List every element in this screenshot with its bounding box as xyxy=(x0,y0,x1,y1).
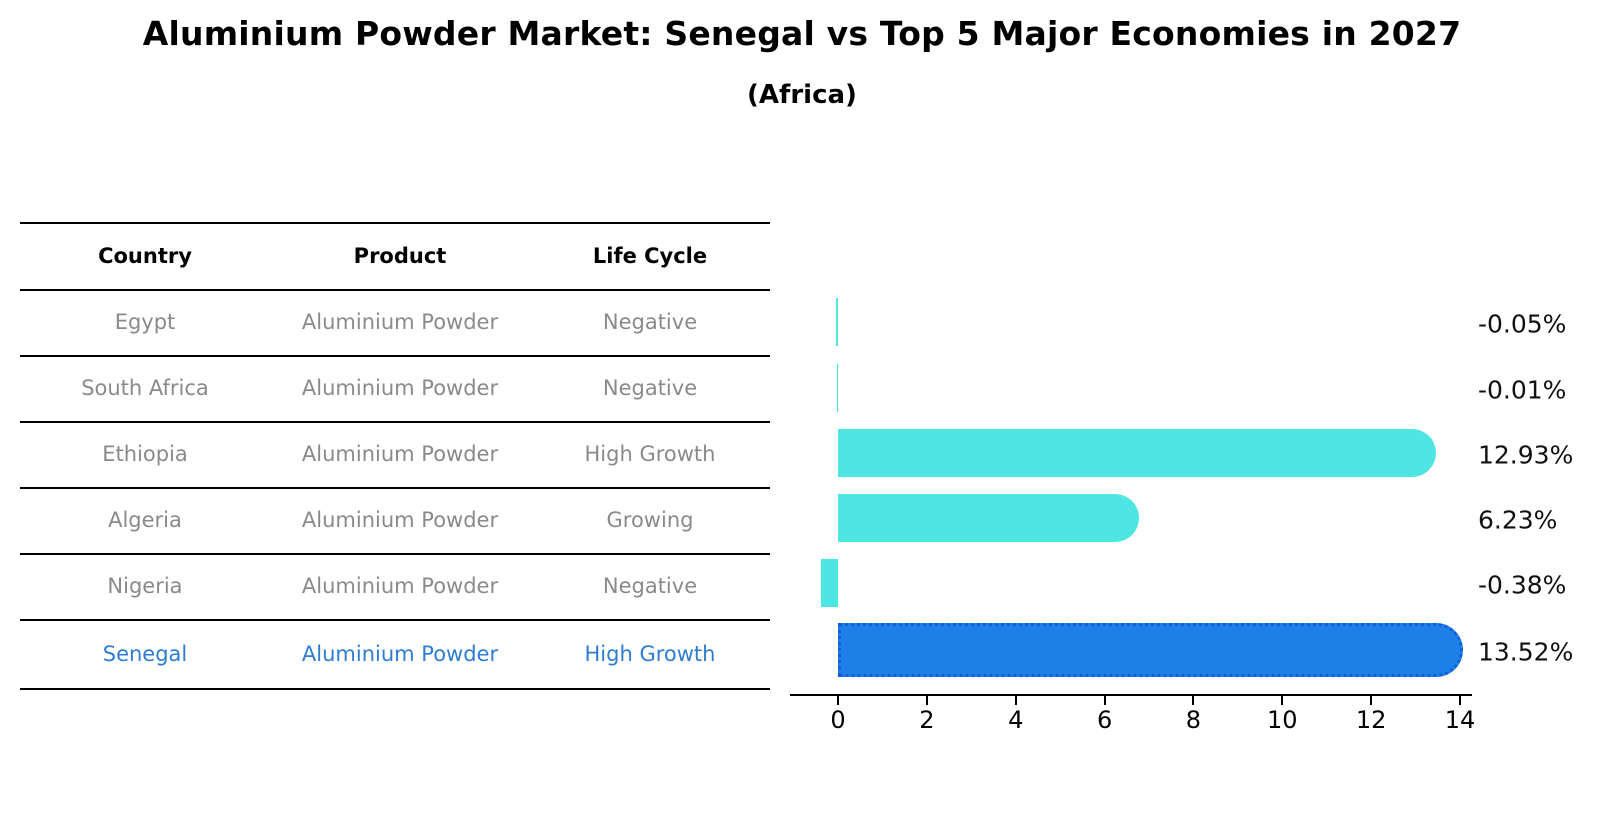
bar-egypt xyxy=(835,298,838,346)
value-label-south-africa: -0.01% xyxy=(1478,375,1567,405)
value-label-algeria: 6.23% xyxy=(1478,505,1558,535)
table-header-row: Country Product Life Cycle xyxy=(20,224,770,291)
bar-ethiopia xyxy=(838,429,1437,477)
country-cell: Ethiopia xyxy=(102,442,188,467)
life-cycle-cell: Growing xyxy=(606,508,694,533)
country-cell: Algeria xyxy=(108,508,182,533)
product-cell: Aluminium Powder xyxy=(301,574,499,599)
value-label-nigeria: -0.38% xyxy=(1478,570,1567,600)
bar-nigeria xyxy=(821,559,838,607)
value-label-ethiopia: 12.93% xyxy=(1478,440,1574,470)
x-axis-tick-0 xyxy=(837,696,839,705)
country-cell: South Africa xyxy=(81,376,209,401)
x-axis-tick-label-6: 6 xyxy=(1096,706,1113,734)
table-header-country: Country xyxy=(98,243,192,268)
x-axis-tick-label-2: 2 xyxy=(919,706,935,734)
x-axis-tick-12 xyxy=(1370,696,1373,705)
life-cycle-cell: High Growth xyxy=(584,641,716,666)
product-cell: Aluminium Powder xyxy=(301,641,499,666)
value-label-senegal: 13.52% xyxy=(1478,637,1574,667)
x-axis-tick-label-0: 0 xyxy=(830,706,846,734)
product-cell: Aluminium Powder xyxy=(301,310,499,335)
product-cell: Aluminium Powder xyxy=(301,508,499,533)
x-axis-tick-14 xyxy=(1459,696,1462,705)
x-axis-tick-2 xyxy=(925,696,928,705)
bar-senegal xyxy=(838,623,1463,677)
table-row-algeria: Algeria Aluminium Powder Growing xyxy=(20,489,770,555)
life-cycle-cell: Negative xyxy=(602,574,698,599)
value-label-egypt: -0.05% xyxy=(1478,309,1567,339)
country-cell: Nigeria xyxy=(107,574,183,599)
x-axis-tick-label-8: 8 xyxy=(1185,706,1202,734)
product-cell: Aluminium Powder xyxy=(301,442,499,467)
chart-title: Aluminium Powder Market: Senegal vs Top … xyxy=(142,14,1462,53)
bar-algeria xyxy=(838,494,1139,542)
table-row-south-africa: South Africa Aluminium Powder Negative xyxy=(20,357,770,423)
x-axis-line xyxy=(790,694,1472,696)
table-header-life-cycle: Life Cycle xyxy=(592,243,708,268)
x-axis-tick-label-14: 14 xyxy=(1444,706,1476,734)
table-row-nigeria: Nigeria Aluminium Powder Negative xyxy=(20,555,770,621)
x-axis-tick-10 xyxy=(1281,696,1284,705)
product-cell: Aluminium Powder xyxy=(301,376,499,401)
country-cell: Egypt xyxy=(114,310,176,335)
table-header-product: Product xyxy=(353,243,447,268)
x-axis-tick-label-10: 10 xyxy=(1267,706,1298,734)
x-axis-tick-label-4: 4 xyxy=(1008,706,1024,734)
table-row-ethiopia: Ethiopia Aluminium Powder High Growth xyxy=(20,423,770,489)
x-axis-tick-8 xyxy=(1192,696,1195,705)
table-row-senegal: Senegal Aluminium Powder High Growth xyxy=(20,621,770,690)
life-cycle-cell: Negative xyxy=(602,376,698,401)
chart-subtitle: (Africa) xyxy=(747,80,857,110)
table-row-egypt: Egypt Aluminium Powder Negative xyxy=(20,291,770,357)
country-cell: Senegal xyxy=(102,641,188,666)
country-table: Country Product Life Cycle Egypt Aluminium P… xyxy=(20,222,770,690)
x-axis-tick-4 xyxy=(1014,696,1017,705)
life-cycle-cell: Negative xyxy=(602,310,698,335)
x-axis-tick-label-12: 12 xyxy=(1355,706,1387,734)
bar-south-africa xyxy=(836,364,838,412)
x-axis-tick-6 xyxy=(1103,696,1106,705)
life-cycle-cell: High Growth xyxy=(584,442,716,467)
